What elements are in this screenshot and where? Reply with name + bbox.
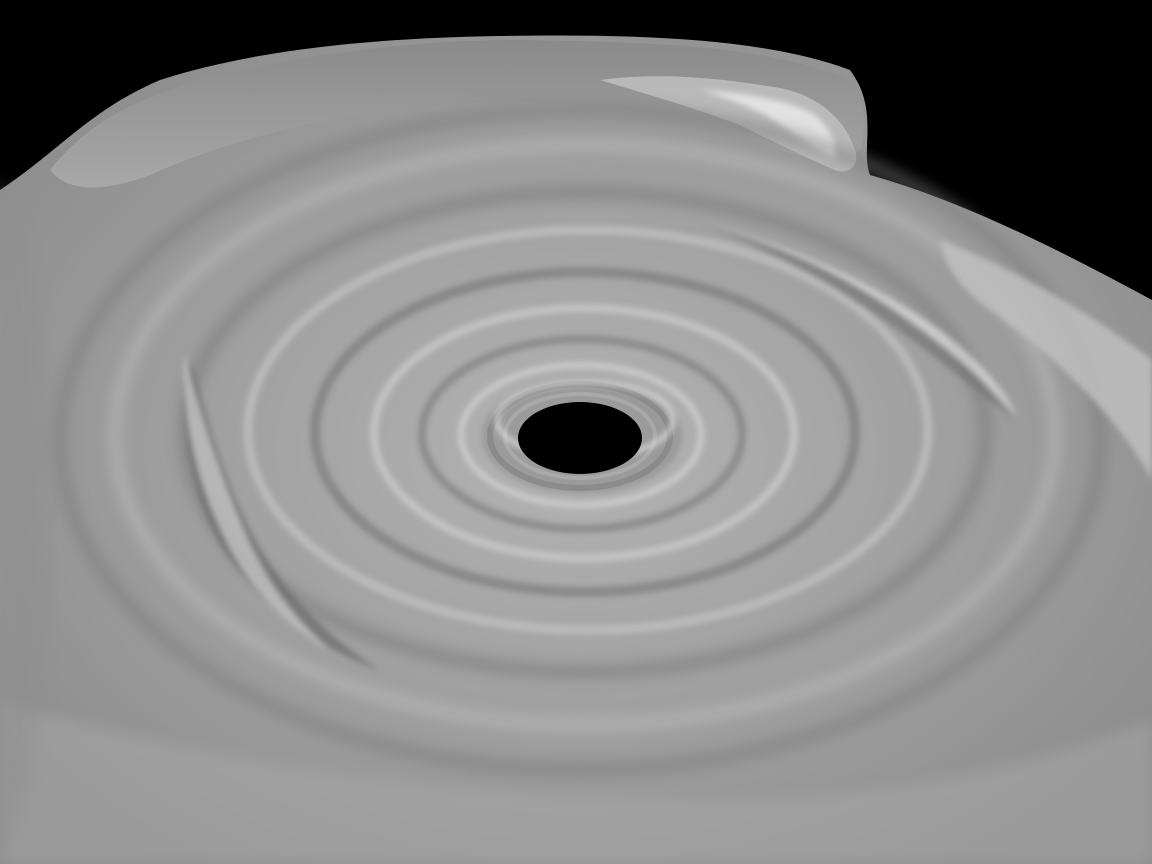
spiral-arm-left-highlight — [184, 355, 330, 650]
rim-fold-highlight — [600, 76, 857, 172]
foreground-shading — [0, 700, 1152, 864]
central-hole — [518, 402, 642, 474]
right-edge-band — [940, 240, 1152, 480]
left-edge-shadow — [0, 180, 53, 864]
ridge-group — [53, 103, 1107, 777]
